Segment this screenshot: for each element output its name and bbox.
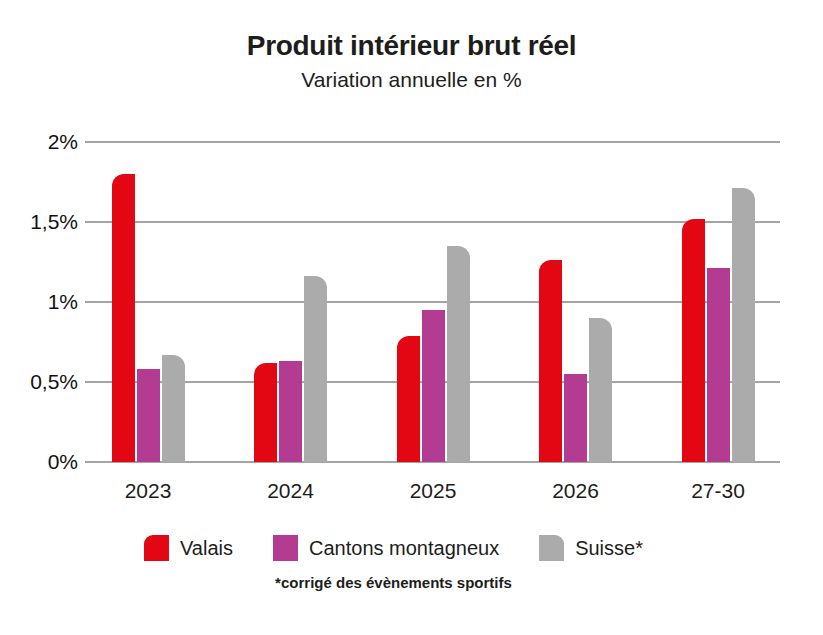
bar-valais-2025 [397,336,420,462]
bar-group-2024 [254,276,327,462]
chart-legend: Valais Cantons montagneux Suisse* [0,535,787,561]
y-axis-tick-label: 2% [0,130,78,154]
bar-cantons-montagneux-27-30 [707,268,730,462]
bar-group-27-30 [682,188,755,462]
bar-cantons-montagneux-2025 [422,310,445,462]
legend-item-cantons-montagneux: Cantons montagneux [273,535,499,561]
y-axis-tick-label: 1% [0,290,78,314]
legend-swatch-valais [144,535,169,561]
y-axis-tick-label: 1,5% [0,210,78,234]
y-axis-tick-label: 0% [0,450,78,474]
bar-cantons-montagneux-2024 [279,361,302,462]
bar-suisse-2024 [304,276,327,462]
bar-group-2023 [112,174,185,462]
legend-swatch-suisse [539,535,564,561]
legend-swatch-cantons-montagneux [273,535,298,561]
gridline-2 [85,141,780,143]
legend-item-valais: Valais [144,535,233,561]
bar-cantons-montagneux-2023 [137,369,160,462]
legend-item-suisse: Suisse* [539,535,643,561]
bar-suisse-27-30 [732,188,755,462]
bar-group-2025 [397,246,470,462]
gridline-1-5 [85,221,780,223]
bar-suisse-2026 [589,318,612,462]
bar-valais-27-30 [682,219,705,462]
bar-suisse-2025 [447,246,470,462]
x-axis-label-2026: 2026 [516,479,636,503]
legend-label: Valais [180,537,233,560]
bar-cantons-montagneux-2026 [564,374,587,462]
x-axis-label-2023: 2023 [88,479,208,503]
x-axis-label-27-30: 27-30 [658,479,778,503]
bar-valais-2026 [539,260,562,462]
x-axis-label-2025: 2025 [373,479,493,503]
x-axis-label-2024: 2024 [231,479,351,503]
bar-group-2026 [539,260,612,462]
bar-valais-2024 [254,363,277,462]
legend-label: Cantons montagneux [309,537,499,560]
legend-label: Suisse* [575,537,643,560]
bar-suisse-2023 [162,355,185,462]
y-axis-tick-label: 0,5% [0,370,78,394]
chart-footnote: *corrigé des évènements sportifs [0,574,787,591]
bar-valais-2023 [112,174,135,462]
